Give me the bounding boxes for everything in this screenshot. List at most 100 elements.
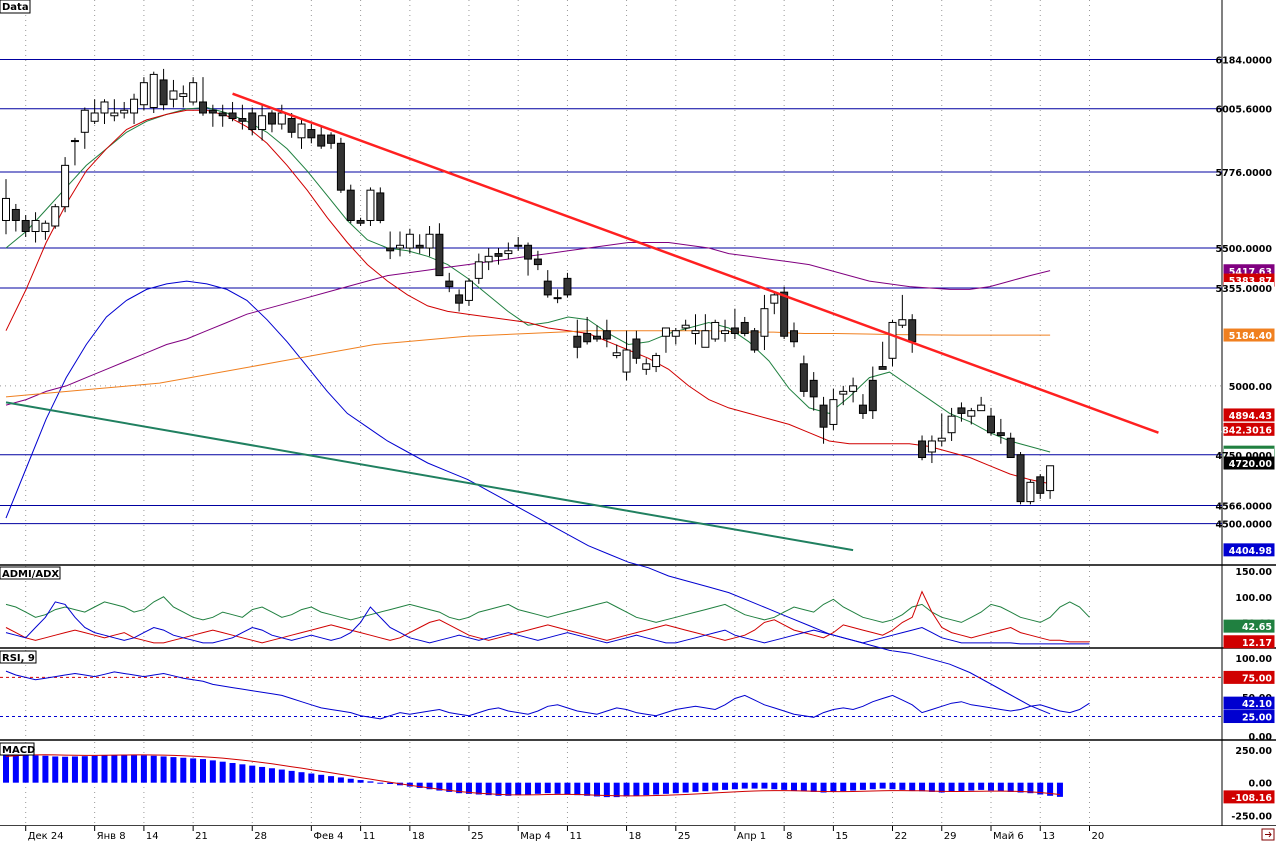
candle[interactable]	[1046, 465, 1055, 499]
candle[interactable]	[297, 118, 306, 149]
trendline[interactable]	[5, 401, 854, 552]
price-panel[interactable]: Data 6184.0000 6005.6000 5776.0000 5500.0000…	[0, 0, 1275, 715]
candle[interactable]	[120, 101, 129, 119]
candle[interactable]	[593, 325, 601, 342]
candle[interactable]	[1026, 479, 1035, 505]
candle[interactable]	[346, 184, 355, 224]
candle[interactable]	[425, 226, 434, 257]
candle[interactable]	[405, 228, 414, 254]
candle[interactable]	[730, 308, 739, 339]
candle[interactable]	[632, 330, 641, 364]
candle[interactable]	[740, 316, 749, 337]
candle[interactable]	[228, 101, 237, 122]
candle[interactable]	[474, 253, 483, 284]
candle[interactable]	[169, 79, 178, 108]
candle[interactable]	[90, 99, 99, 125]
candle[interactable]	[819, 396, 828, 444]
trendline[interactable]	[232, 92, 1159, 434]
candle[interactable]	[208, 104, 217, 127]
candle[interactable]	[386, 231, 395, 260]
candle[interactable]	[573, 319, 582, 359]
candle[interactable]	[376, 187, 385, 224]
candle[interactable]	[1016, 452, 1025, 505]
candle[interactable]	[80, 107, 89, 149]
candle[interactable]	[691, 314, 700, 345]
candle[interactable]	[937, 413, 946, 447]
candle[interactable]	[336, 137, 345, 193]
candle[interactable]	[514, 237, 523, 251]
candle[interactable]	[553, 289, 562, 304]
candle[interactable]	[849, 377, 858, 403]
candle[interactable]	[218, 104, 227, 127]
candle[interactable]	[642, 358, 651, 375]
candle[interactable]	[701, 314, 710, 348]
candle[interactable]	[977, 396, 986, 412]
candle[interactable]	[11, 203, 20, 232]
candle[interactable]	[70, 137, 79, 166]
candle[interactable]	[947, 407, 956, 441]
candle[interactable]	[110, 99, 119, 122]
candle[interactable]	[760, 294, 769, 351]
candle[interactable]	[2, 179, 10, 235]
candle[interactable]	[583, 316, 592, 345]
candle[interactable]	[612, 344, 621, 359]
candle[interactable]	[139, 77, 148, 111]
candle[interactable]	[31, 212, 40, 243]
candle[interactable]	[918, 435, 927, 461]
candle[interactable]	[829, 388, 838, 430]
candle[interactable]	[455, 289, 464, 312]
candle[interactable]	[159, 68, 168, 111]
candle[interactable]	[248, 107, 257, 136]
candle[interactable]	[957, 402, 966, 422]
candle[interactable]	[435, 223, 444, 277]
candle[interactable]	[366, 187, 375, 226]
candle[interactable]	[484, 248, 493, 271]
candle[interactable]	[711, 319, 720, 342]
candle[interactable]	[179, 85, 188, 108]
candle[interactable]	[563, 272, 572, 298]
candle[interactable]	[189, 77, 198, 105]
candle[interactable]	[504, 242, 513, 260]
candle[interactable]	[100, 99, 109, 125]
candle[interactable]	[652, 352, 661, 373]
candle[interactable]	[445, 272, 454, 293]
candle[interactable]	[533, 250, 542, 271]
candle[interactable]	[21, 214, 30, 238]
candle[interactable]	[149, 71, 158, 113]
candle[interactable]	[543, 270, 552, 298]
candle[interactable]	[721, 319, 730, 342]
candle[interactable]	[287, 113, 296, 138]
candle[interactable]	[258, 104, 267, 141]
candle[interactable]	[396, 231, 404, 257]
candle[interactable]	[524, 242, 533, 276]
candle[interactable]	[494, 248, 503, 265]
candle[interactable]	[898, 294, 907, 328]
candle[interactable]	[770, 292, 779, 315]
candle[interactable]	[858, 394, 867, 419]
candle[interactable]	[888, 319, 897, 367]
candle[interactable]	[681, 319, 690, 331]
candle[interactable]	[130, 93, 139, 125]
candle[interactable]	[317, 126, 326, 149]
candle[interactable]	[996, 418, 1005, 444]
candle[interactable]	[1006, 432, 1015, 459]
candle[interactable]	[327, 132, 336, 149]
candle[interactable]	[987, 407, 995, 436]
candle[interactable]	[1036, 474, 1045, 499]
candle[interactable]	[267, 110, 276, 133]
candle[interactable]	[356, 217, 365, 226]
candle[interactable]	[51, 203, 60, 229]
candle[interactable]	[790, 322, 798, 348]
candle[interactable]	[661, 327, 670, 353]
candle[interactable]	[671, 327, 680, 345]
candle[interactable]	[927, 435, 936, 464]
candle[interactable]	[41, 220, 50, 240]
candle[interactable]	[464, 278, 473, 306]
candle[interactable]	[878, 341, 887, 370]
candle[interactable]	[61, 157, 70, 213]
macd-panel[interactable]: 250.00 0.00 -250.00 -108.16 MACD	[0, 742, 1275, 826]
candle[interactable]	[799, 355, 808, 397]
candle[interactable]	[839, 385, 848, 406]
